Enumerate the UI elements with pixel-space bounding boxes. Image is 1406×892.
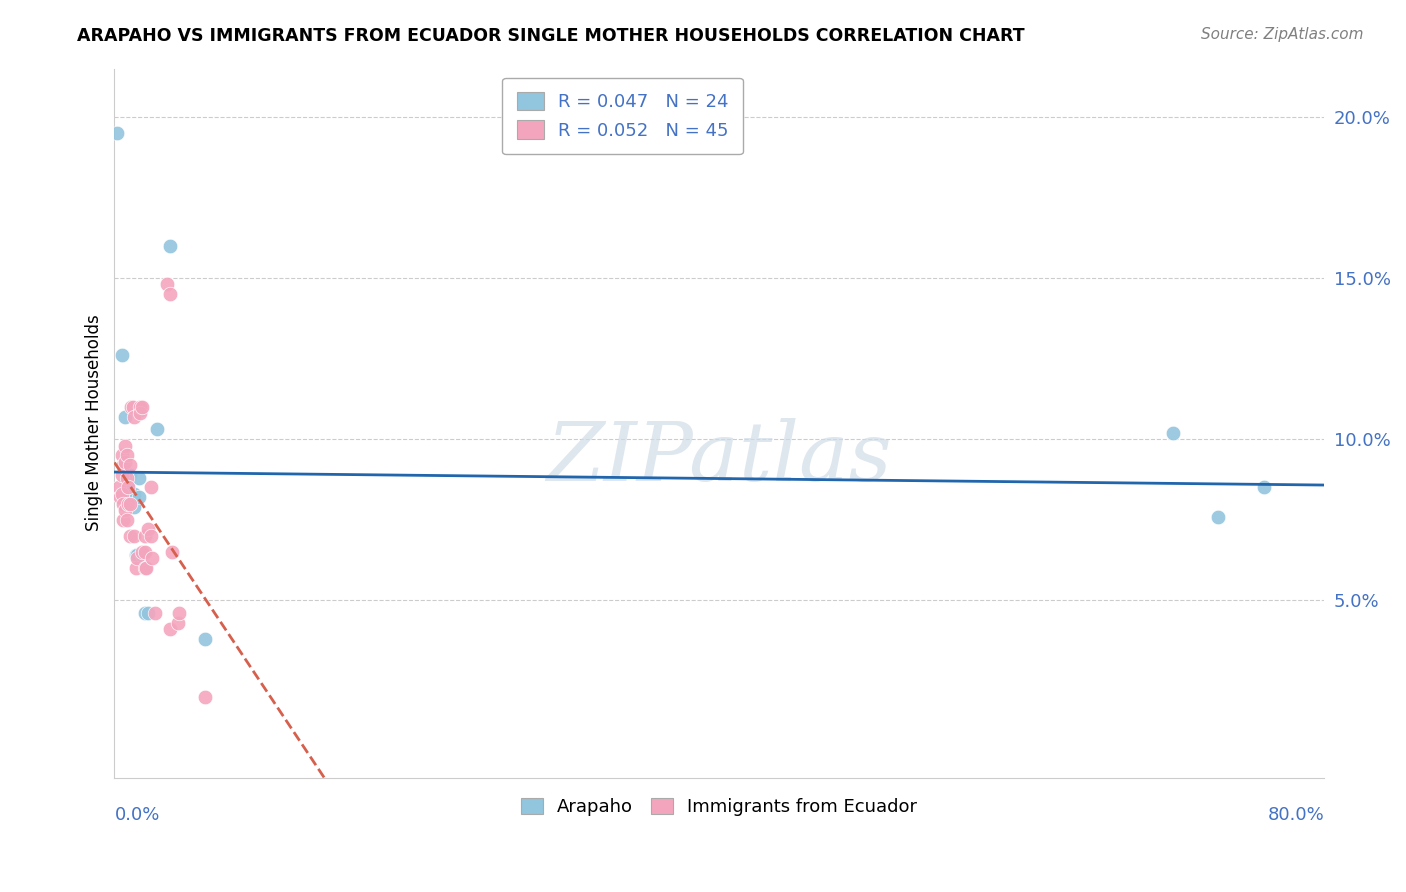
Point <box>112 513 135 527</box>
Point <box>194 632 217 646</box>
Point <box>1253 481 1275 495</box>
Point <box>118 529 141 543</box>
Point <box>129 406 152 420</box>
Point <box>107 126 129 140</box>
Legend: Arapaho, Immigrants from Ecuador: Arapaho, Immigrants from Ecuador <box>512 789 927 825</box>
Point <box>141 551 163 566</box>
Text: 0.0%: 0.0% <box>114 806 160 824</box>
Point <box>120 400 142 414</box>
Point <box>114 409 136 424</box>
Point <box>122 487 145 501</box>
Point <box>135 561 157 575</box>
Point <box>122 500 145 514</box>
Point <box>122 409 145 424</box>
Point <box>129 400 152 414</box>
Point <box>134 561 156 575</box>
Point <box>124 548 146 562</box>
Point <box>121 400 143 414</box>
Point <box>111 487 134 501</box>
Point <box>169 606 191 620</box>
Point <box>111 467 134 482</box>
Point <box>127 551 149 566</box>
Point <box>1208 509 1230 524</box>
Point <box>1161 425 1184 440</box>
Point <box>115 490 138 504</box>
Point <box>131 400 153 414</box>
Point <box>114 455 136 469</box>
Point <box>128 490 150 504</box>
Point <box>108 481 131 495</box>
Point <box>124 561 146 575</box>
Point <box>129 403 152 417</box>
Point <box>115 477 138 491</box>
Point <box>117 481 139 495</box>
Point <box>117 497 139 511</box>
Point <box>112 497 135 511</box>
Point <box>115 471 138 485</box>
Point <box>167 615 190 630</box>
Point <box>111 348 134 362</box>
Point <box>115 448 138 462</box>
Text: ARAPAHO VS IMMIGRANTS FROM ECUADOR SINGLE MOTHER HOUSEHOLDS CORRELATION CHART: ARAPAHO VS IMMIGRANTS FROM ECUADOR SINGL… <box>77 27 1025 45</box>
Point <box>160 545 183 559</box>
Point <box>118 458 141 472</box>
Point <box>115 513 138 527</box>
Point <box>110 490 132 504</box>
Point <box>112 458 135 472</box>
Point <box>111 448 134 462</box>
Point <box>159 287 181 301</box>
Point <box>128 471 150 485</box>
Text: Source: ZipAtlas.com: Source: ZipAtlas.com <box>1201 27 1364 42</box>
Point <box>143 606 166 620</box>
Point <box>134 606 156 620</box>
Point <box>139 529 162 543</box>
Point <box>118 497 141 511</box>
Point <box>118 487 141 501</box>
Point <box>114 503 136 517</box>
Point <box>115 467 138 482</box>
Point <box>194 690 217 704</box>
Point <box>118 467 141 482</box>
Point <box>134 545 156 559</box>
Point <box>131 548 153 562</box>
Point <box>114 439 136 453</box>
Text: 80.0%: 80.0% <box>1268 806 1324 824</box>
Point <box>159 239 181 253</box>
Y-axis label: Single Mother Households: Single Mother Households <box>86 315 103 532</box>
Point <box>139 481 162 495</box>
Point <box>134 529 156 543</box>
Point <box>127 548 149 562</box>
Point <box>131 545 153 559</box>
Point <box>136 522 159 536</box>
Point <box>145 422 167 436</box>
Point <box>156 277 179 292</box>
Point <box>122 529 145 543</box>
Point <box>136 606 159 620</box>
Text: ZIPatlas: ZIPatlas <box>547 418 891 499</box>
Point <box>159 623 181 637</box>
Point <box>117 477 139 491</box>
